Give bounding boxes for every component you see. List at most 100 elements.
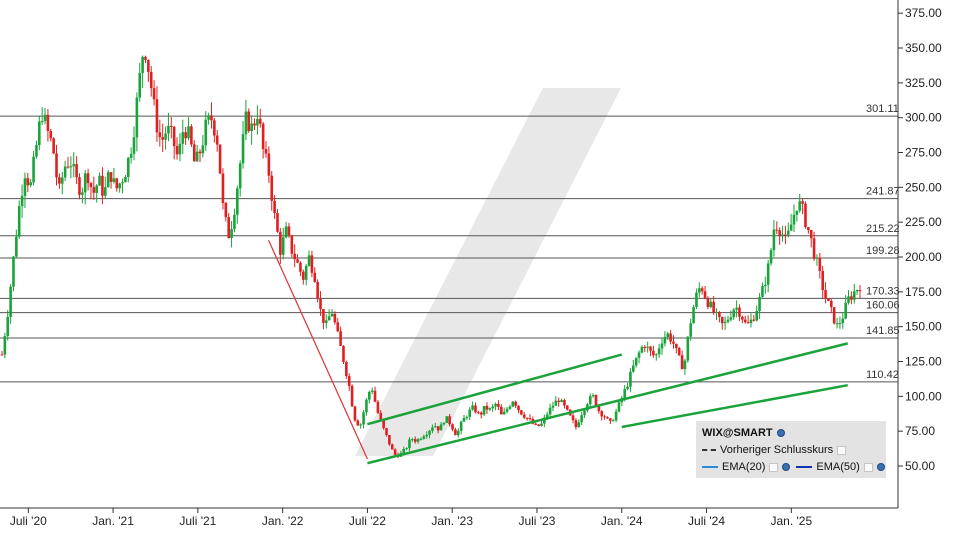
candle [247, 108, 251, 133]
candle [425, 431, 428, 439]
x-tick-label: Jan. '23 [431, 514, 473, 528]
y-tick-label: 350.00 [905, 41, 942, 55]
candle [818, 252, 822, 279]
candle [9, 284, 12, 324]
globe-icon[interactable] [776, 429, 785, 437]
candle [109, 171, 113, 189]
candle [600, 410, 604, 421]
candle [477, 410, 480, 415]
candle [167, 112, 170, 142]
candle [230, 221, 233, 248]
candle [181, 119, 185, 155]
candle [663, 331, 667, 347]
candle [511, 400, 515, 408]
candle [3, 332, 7, 359]
candle [434, 422, 437, 428]
candle [764, 276, 767, 294]
candle [124, 174, 127, 183]
trendlines [268, 240, 849, 465]
watermark-logo [355, 88, 621, 456]
candle [784, 225, 787, 245]
checkbox-icon[interactable] [863, 462, 873, 472]
candle [712, 296, 715, 315]
checkbox-icon[interactable] [769, 462, 779, 472]
candle [761, 282, 764, 298]
candle [287, 222, 291, 238]
candle [798, 193, 802, 213]
candle [244, 99, 248, 141]
candle [689, 318, 692, 341]
candle [115, 177, 119, 192]
candle [832, 307, 836, 325]
candle [675, 343, 678, 354]
candle [356, 419, 360, 426]
candle [112, 168, 116, 184]
candle [46, 109, 50, 142]
candle [850, 291, 853, 305]
candle [170, 116, 173, 139]
candle [365, 397, 368, 416]
candle [703, 286, 707, 300]
candle [422, 434, 426, 440]
candle [276, 209, 279, 233]
candle [187, 117, 190, 141]
price-level-label: 215.22 [866, 223, 900, 235]
candle [795, 210, 799, 222]
candle [207, 112, 210, 125]
candle [152, 80, 156, 106]
candle [12, 255, 15, 292]
candle [672, 335, 675, 349]
y-tick-label: 175.00 [905, 285, 942, 299]
candle [629, 368, 632, 393]
candle [339, 326, 342, 347]
candle [224, 201, 228, 222]
price-level-label: 199.28 [866, 245, 900, 257]
globe-icon[interactable] [782, 463, 791, 471]
checkbox-icon[interactable] [837, 445, 847, 455]
candle [580, 411, 583, 426]
trendline [367, 353, 623, 426]
candle [692, 304, 695, 324]
candle [52, 137, 55, 155]
candle [35, 140, 38, 159]
candle [121, 178, 124, 194]
candle [746, 315, 750, 324]
candle [758, 293, 761, 319]
candle [342, 345, 345, 364]
candle [502, 407, 506, 415]
y-tick-label: 200.00 [905, 250, 942, 264]
candle [118, 182, 121, 193]
candle [141, 55, 144, 88]
candle [632, 360, 635, 373]
candle [350, 384, 354, 407]
candle [459, 420, 463, 435]
candle [147, 59, 150, 82]
candle [436, 426, 440, 434]
candle [732, 308, 736, 320]
legend-prev-close-label: Vorheriger Schlusskurs [720, 444, 834, 456]
candle [588, 393, 592, 407]
x-tick-label: Juli '20 [10, 514, 47, 528]
candle [408, 437, 411, 452]
candle [256, 105, 259, 135]
candle [101, 167, 104, 205]
candle [213, 118, 216, 143]
candle [468, 407, 472, 421]
candle [264, 141, 268, 158]
candle [296, 254, 299, 264]
candle [557, 397, 560, 407]
candle [319, 291, 322, 316]
candle [405, 447, 408, 451]
candle [666, 331, 670, 341]
legend-symbol: WIX@SMART [702, 427, 773, 439]
candle [373, 386, 377, 403]
globe-icon[interactable] [876, 463, 885, 471]
candle [385, 427, 388, 437]
x-tick-label: Juli '23 [518, 514, 555, 528]
candle [78, 173, 81, 200]
price-level-label: 160.06 [866, 300, 900, 312]
candle [454, 427, 457, 436]
candle [812, 231, 816, 261]
candle [347, 373, 351, 391]
